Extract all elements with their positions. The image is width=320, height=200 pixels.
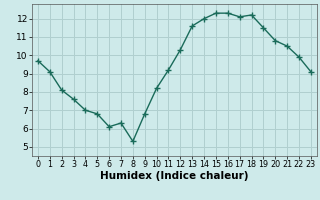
X-axis label: Humidex (Indice chaleur): Humidex (Indice chaleur) <box>100 171 249 181</box>
